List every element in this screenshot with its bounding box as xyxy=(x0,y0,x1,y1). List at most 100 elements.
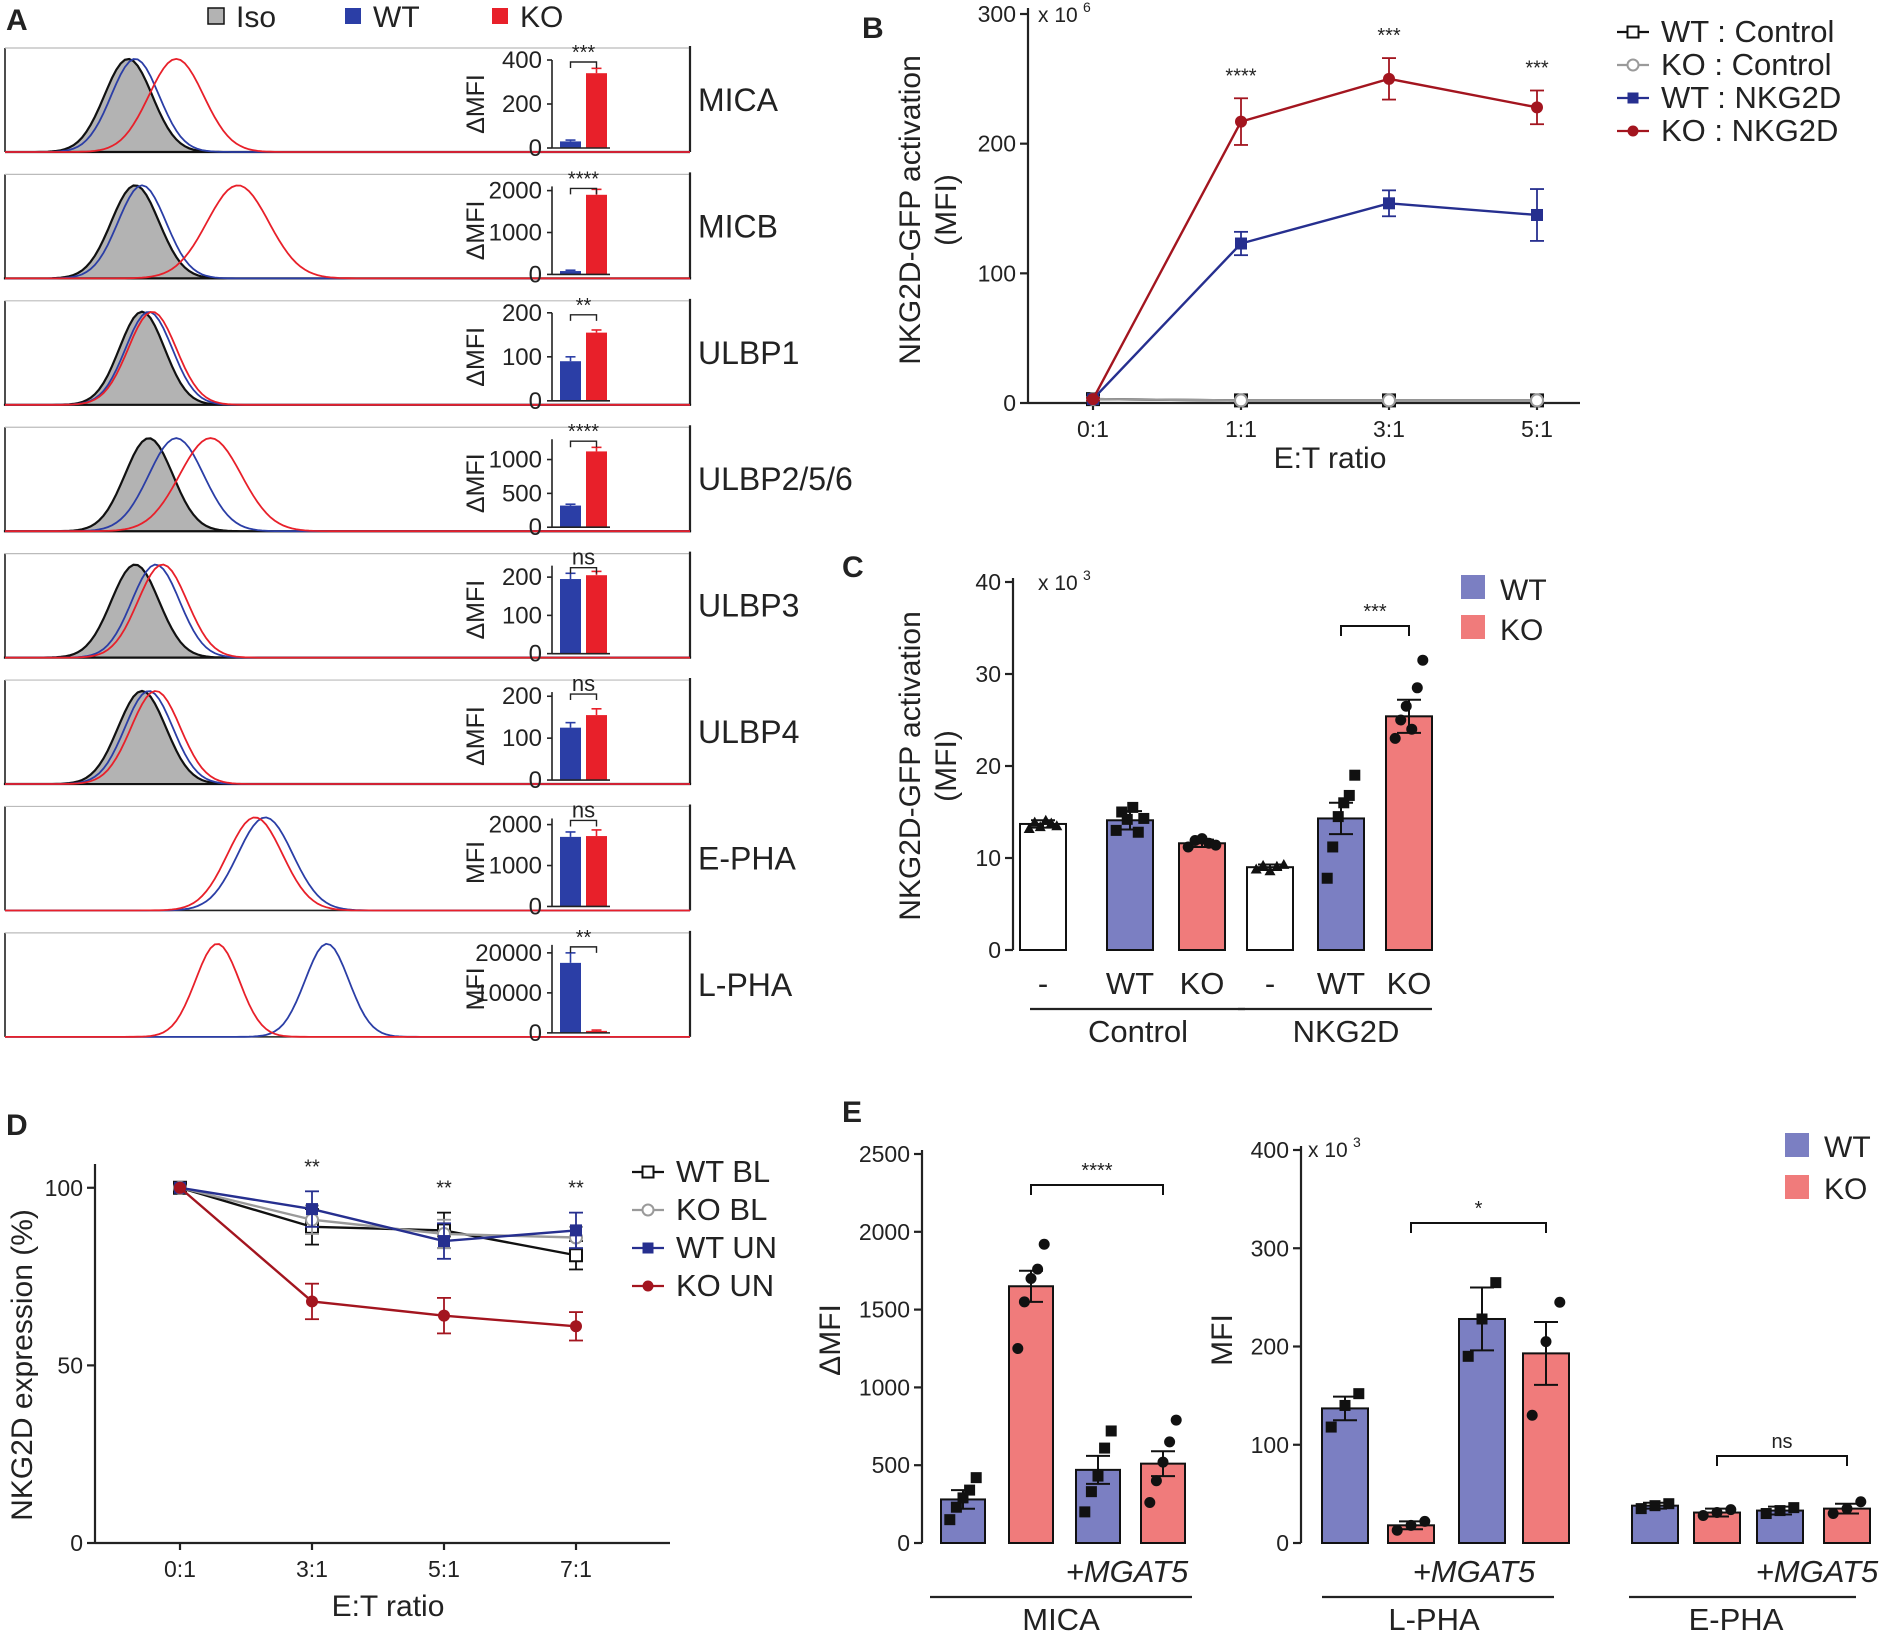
inset-bar-wt xyxy=(560,836,581,907)
e-legend-ko-swatch xyxy=(1785,1175,1809,1199)
y-tick-label: 20 xyxy=(975,753,1001,779)
inset-sig-bracket xyxy=(569,314,598,321)
inset-tick-label: 1000 xyxy=(489,220,542,247)
data-point xyxy=(1382,393,1396,408)
inset-tick-label: 10000 xyxy=(475,980,542,1007)
panel-b: B 0 100 200 300 0:1 1:1 3:1 5:1 E:T ratio NKG2D-G… xyxy=(862,0,1841,475)
data-point xyxy=(1012,1343,1024,1354)
inset-tick-label: 200 xyxy=(502,564,542,591)
data-point xyxy=(1697,1509,1709,1521)
data-point xyxy=(1025,1272,1037,1284)
data-point xyxy=(1170,1414,1182,1426)
y-tick-label: 2500 xyxy=(859,1141,910,1167)
x-axis-label: E:T ratio xyxy=(1274,442,1387,475)
inset-bar-ko xyxy=(586,836,607,907)
legend-ko-swatch xyxy=(1461,615,1485,639)
panel-b-letter: B xyxy=(862,12,884,45)
data-point xyxy=(1085,1486,1097,1498)
y-tick-label: 400 xyxy=(1251,1137,1289,1163)
series-line xyxy=(179,1186,577,1243)
data-point xyxy=(1034,821,1046,832)
row-label: ULBP4 xyxy=(698,714,799,750)
data-point xyxy=(1411,682,1423,694)
legend-ko-swatch xyxy=(492,8,508,24)
data-point xyxy=(1332,811,1344,823)
panel-a: A Iso WT KO MICA0200400ΔMFI***MICB010002… xyxy=(3,1,853,1047)
data-point xyxy=(1032,1263,1044,1275)
y-tick-label: 0 xyxy=(1003,390,1016,416)
c-sig-label: *** xyxy=(1363,601,1387,623)
y-tick-label: 40 xyxy=(975,569,1001,595)
inset-y-label: ΔMFI xyxy=(462,74,490,134)
inset-sig-label: *** xyxy=(572,42,596,64)
inset-tick-label: 200 xyxy=(502,683,542,710)
x-category-label: - xyxy=(1265,966,1275,1001)
data-point xyxy=(1325,1421,1337,1433)
data-point xyxy=(1827,1508,1839,1520)
significance-label: *** xyxy=(1525,58,1549,80)
legend-iso: Iso xyxy=(236,1,276,34)
x-tick-label: 5:1 xyxy=(428,1556,460,1582)
data-point xyxy=(1132,826,1144,838)
legend-label: WT : NKG2D xyxy=(1661,80,1841,115)
b-exp: 6 xyxy=(1083,0,1091,15)
significance-label: ** xyxy=(436,1178,452,1200)
inset-bar-wt xyxy=(560,727,581,781)
significance-label: ** xyxy=(568,1178,584,1200)
inset-tick-label: 1000 xyxy=(489,853,542,880)
y-tick-label: 0 xyxy=(70,1530,83,1556)
y-axis-label: NKG2D expression (%) xyxy=(6,1209,39,1521)
data-point xyxy=(1406,723,1418,735)
y-tick-label: 10 xyxy=(975,845,1001,871)
legend-wt-swatch xyxy=(345,8,361,24)
data-point xyxy=(306,1203,318,1216)
inset-tick-label: 200 xyxy=(502,300,542,327)
data-point xyxy=(1079,1506,1091,1518)
c-mult: x 10 xyxy=(1038,572,1078,595)
legend-label: KO : Control xyxy=(1661,47,1832,82)
inset-sig-bracket xyxy=(569,440,598,448)
legend-label: WT BL xyxy=(676,1154,770,1189)
panel-c-letter: C xyxy=(842,551,864,584)
panel-d-letter: D xyxy=(6,1109,28,1142)
data-point xyxy=(1774,1505,1786,1517)
data-point xyxy=(1327,841,1339,853)
data-point xyxy=(1164,1436,1176,1448)
series-line xyxy=(179,1186,577,1328)
hist-ko-curve xyxy=(5,437,690,533)
hist-ko-curve xyxy=(5,311,690,406)
series-line xyxy=(179,1186,577,1239)
hist-ko-curve xyxy=(5,184,690,280)
inset-y-label: ΔMFI xyxy=(462,706,490,766)
hist-row-ulbp4: ULBP4 0 100 200 ΔMFI ns xyxy=(3,671,799,794)
y-axis-label: NKG2D-GFP activation (MFI) xyxy=(894,55,963,365)
bar xyxy=(1178,842,1226,952)
inset-y-label: MFI xyxy=(462,841,490,884)
data-point xyxy=(1105,1425,1117,1437)
inset-sig-label: ** xyxy=(576,927,592,949)
hist-ko-curve xyxy=(5,690,690,785)
data-point xyxy=(1526,1409,1538,1421)
series-ko-bl xyxy=(173,1180,583,1250)
inset-tick-label: 0 xyxy=(529,893,542,920)
hist-ko-curve xyxy=(5,943,690,1038)
data-point xyxy=(970,1472,982,1484)
legend-marker xyxy=(1626,25,1640,39)
inset-y-label: ΔMFI xyxy=(462,201,490,261)
data-point xyxy=(950,1501,962,1513)
hist-ko-curve xyxy=(5,816,690,912)
series-wt-nkg2d xyxy=(1086,188,1544,406)
inset-bar-ko xyxy=(586,1030,607,1033)
legend-wt-swatch xyxy=(1461,575,1485,599)
x-axis-label: E:T ratio xyxy=(332,1590,445,1623)
inset-tick-label: 1000 xyxy=(489,447,542,474)
inset-bar-wt xyxy=(560,271,581,275)
y-axis-label: NKG2D-GFP activation (MFI) xyxy=(894,611,963,921)
inset-sig-bracket xyxy=(569,61,598,68)
inset-tick-label: 0 xyxy=(529,261,542,288)
bar xyxy=(1385,715,1433,951)
e-legend-wt-swatch xyxy=(1785,1133,1809,1157)
data-point xyxy=(569,1248,583,1263)
